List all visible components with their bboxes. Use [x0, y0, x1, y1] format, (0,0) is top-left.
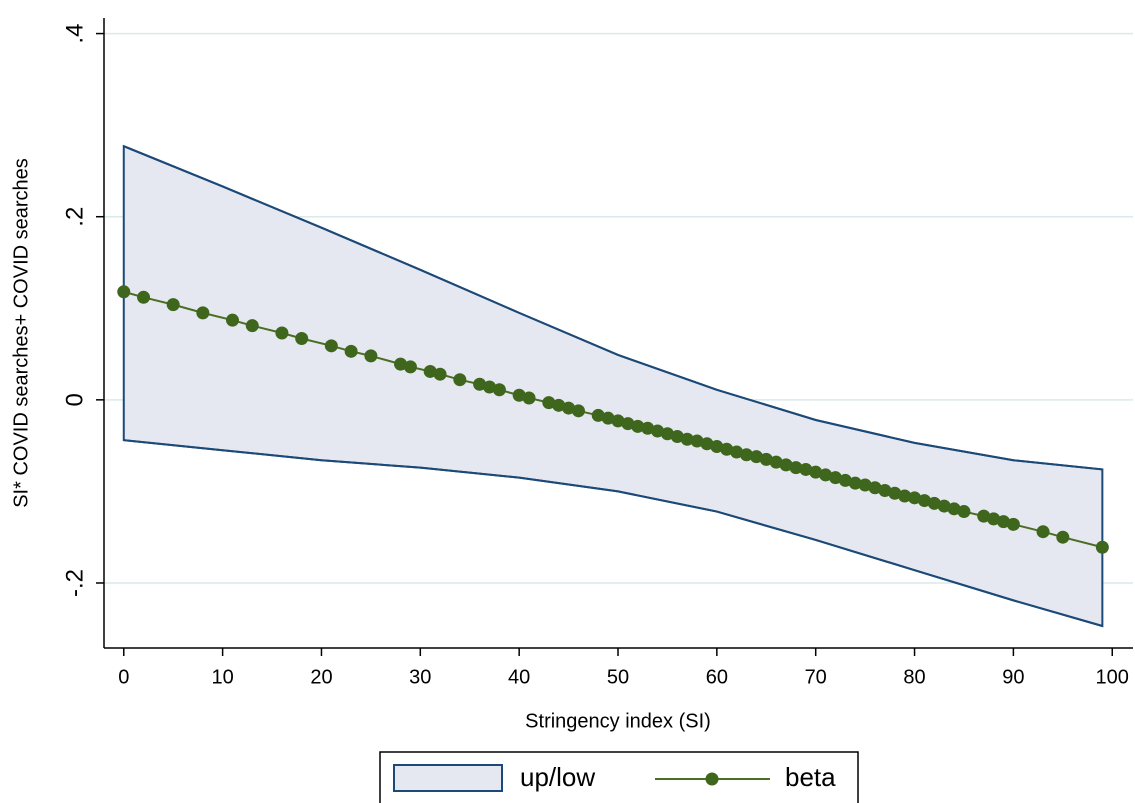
beta-marker: [937, 499, 951, 513]
beta-marker: [987, 512, 1001, 526]
beta-marker: [759, 452, 773, 466]
beta-marker: [680, 432, 694, 446]
beta-marker: [492, 383, 506, 397]
beta-marker: [769, 455, 783, 469]
beta-marker: [1095, 540, 1109, 554]
x-tick-label: 20: [310, 666, 332, 688]
x-tick-label: 90: [1002, 666, 1024, 688]
beta-marker: [226, 313, 240, 327]
band-lower: [123, 439, 1103, 627]
beta-marker: [947, 502, 961, 516]
y-tick-label: 0: [61, 393, 88, 406]
beta-marker: [453, 373, 467, 387]
beta-marker: [819, 468, 833, 482]
beta-marker: [660, 427, 674, 441]
beta-marker: [166, 298, 180, 312]
y-tick-label: .4: [61, 24, 88, 44]
beta-marker: [670, 429, 684, 443]
beta-marker: [611, 414, 625, 428]
beta-marker: [245, 319, 259, 333]
x-tick-label: 80: [903, 666, 925, 688]
beta-marker: [888, 486, 902, 500]
beta-marker: [917, 494, 931, 508]
beta-marker: [700, 437, 714, 451]
beta-marker: [710, 440, 724, 454]
x-tick-label: 30: [409, 666, 431, 688]
beta-marker: [651, 424, 665, 438]
beta-marker: [1056, 530, 1070, 544]
beta-marker: [364, 349, 378, 363]
beta-marker: [809, 465, 823, 479]
beta-marker: [740, 448, 754, 462]
beta-marker: [641, 421, 655, 435]
beta-marker: [621, 417, 635, 431]
beta-marker: [522, 391, 536, 405]
beta-marker: [868, 481, 882, 495]
x-tick-label: 10: [211, 666, 233, 688]
beta-marker: [1006, 517, 1020, 531]
beta-marker: [137, 290, 151, 304]
beta-marker: [275, 326, 289, 340]
legend-label: beta: [785, 762, 836, 792]
x-tick-label: 50: [607, 666, 629, 688]
beta-marker: [878, 484, 892, 497]
beta-marker: [730, 445, 744, 459]
beta-marker: [423, 364, 437, 378]
beta-marker: [295, 331, 309, 345]
beta-marker: [848, 476, 862, 490]
beta-marker: [542, 396, 556, 410]
beta-marker: [433, 367, 447, 381]
legend-marker: [705, 772, 719, 786]
beta-marker: [799, 462, 813, 476]
beta-marker: [324, 339, 338, 353]
x-tick-label: 60: [706, 666, 728, 688]
beta-marker: [828, 471, 842, 485]
y-axis-label: SI* COVID searches+ COVID searches: [10, 158, 32, 508]
beta-marker: [898, 489, 912, 503]
beta-marker: [779, 458, 793, 472]
beta-marker: [927, 496, 941, 510]
beta-marker: [631, 419, 645, 433]
x-tick-label: 40: [508, 666, 530, 688]
beta-marker: [997, 515, 1011, 529]
beta-marker: [394, 357, 408, 371]
x-tick-label: 100: [1096, 666, 1129, 688]
legend-swatch: [393, 764, 503, 792]
beta-marker: [749, 450, 763, 464]
x-tick-label: 70: [805, 666, 827, 688]
beta-marker: [1036, 525, 1050, 539]
beta-marker: [117, 285, 131, 299]
beta-marker: [571, 404, 585, 418]
y-tick-label: .2: [61, 207, 88, 227]
beta-marker: [977, 509, 991, 523]
beta-marker: [562, 401, 576, 415]
beta-marker: [908, 491, 922, 505]
beta-marker: [838, 473, 852, 487]
band-fill: [122, 144, 1104, 628]
x-axis-label: Stringency index (SI): [525, 710, 711, 732]
beta-marker: [512, 388, 526, 402]
legend-label: up/low: [520, 762, 595, 792]
beta-marker: [552, 398, 566, 412]
beta-marker: [196, 306, 210, 320]
beta-marker: [483, 380, 497, 394]
beta-marker: [473, 377, 487, 391]
beta-marker: [344, 344, 358, 358]
beta-marker: [403, 360, 417, 374]
beta-marker: [789, 461, 803, 475]
beta-marker: [957, 505, 971, 519]
beta-marker: [601, 411, 615, 425]
beta-marker: [690, 434, 704, 448]
beta-marker: [591, 408, 605, 422]
band-upper: [123, 145, 1103, 471]
y-tick-label: -.2: [61, 569, 88, 597]
x-tick-label: 0: [118, 666, 129, 688]
beta-marker: [720, 442, 734, 456]
beta-marker: [858, 478, 872, 492]
